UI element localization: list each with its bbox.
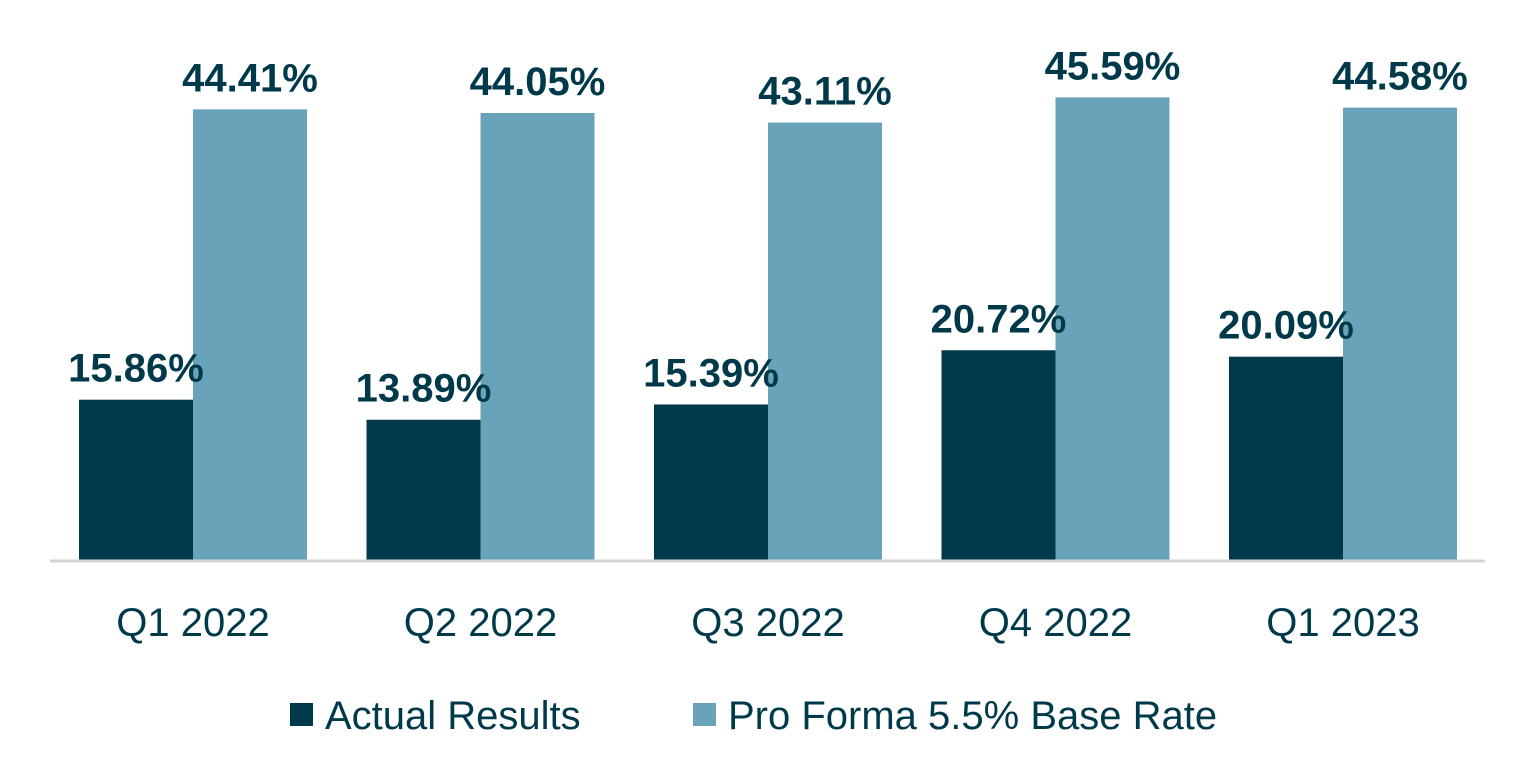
x-tick-label-3: Q4 2022 xyxy=(979,601,1132,645)
legend-label-actual: Actual Results xyxy=(325,694,581,738)
legend-swatch-pro-forma xyxy=(693,703,716,726)
x-tick-label-1: Q2 2022 xyxy=(404,601,557,645)
legend-swatch-actual xyxy=(290,703,313,726)
bar-pro-forma-0 xyxy=(193,109,307,561)
data-label-pro-forma-4: 44.58% xyxy=(1332,55,1468,99)
bar-pro-forma-2 xyxy=(768,122,882,562)
bar-actual-3 xyxy=(941,350,1056,561)
bar-actual-4 xyxy=(1229,356,1343,561)
x-tick-label-4: Q1 2023 xyxy=(1266,601,1419,645)
data-label-actual-4: 20.09% xyxy=(1218,304,1354,348)
data-label-actual-3: 20.72% xyxy=(931,297,1067,341)
bar-actual-2 xyxy=(654,404,768,561)
bar-pro-forma-1 xyxy=(480,113,595,561)
data-label-pro-forma-0: 44.41% xyxy=(182,56,318,100)
bars-group xyxy=(79,97,1457,562)
data-label-actual-2: 15.39% xyxy=(643,351,779,395)
bar-pro-forma-4 xyxy=(1343,107,1457,561)
data-label-actual-1: 13.89% xyxy=(356,367,492,411)
x-tick-label-2: Q3 2022 xyxy=(691,601,844,645)
x-tick-label-0: Q1 2022 xyxy=(116,601,269,645)
data-label-pro-forma-3: 45.59% xyxy=(1045,44,1181,88)
data-label-actual-0: 15.86% xyxy=(68,347,204,391)
legend: Actual Results Pro Forma 5.5% Base Rate xyxy=(290,694,1217,738)
x-tick-labels-group: Q1 2022 Q2 2022 Q3 2022 Q4 2022 Q1 2023 xyxy=(116,601,1419,645)
data-label-pro-forma-1: 44.05% xyxy=(470,60,606,104)
bar-actual-1 xyxy=(366,419,481,561)
legend-label-pro-forma: Pro Forma 5.5% Base Rate xyxy=(728,694,1217,738)
bar-pro-forma-3 xyxy=(1055,97,1170,561)
data-label-pro-forma-2: 43.11% xyxy=(758,70,891,114)
bar-actual-0 xyxy=(79,399,193,561)
value-labels-group: 15.86% 44.41% 13.89% 44.05% 15.39% 43.11% 20.7… xyxy=(68,44,1468,410)
